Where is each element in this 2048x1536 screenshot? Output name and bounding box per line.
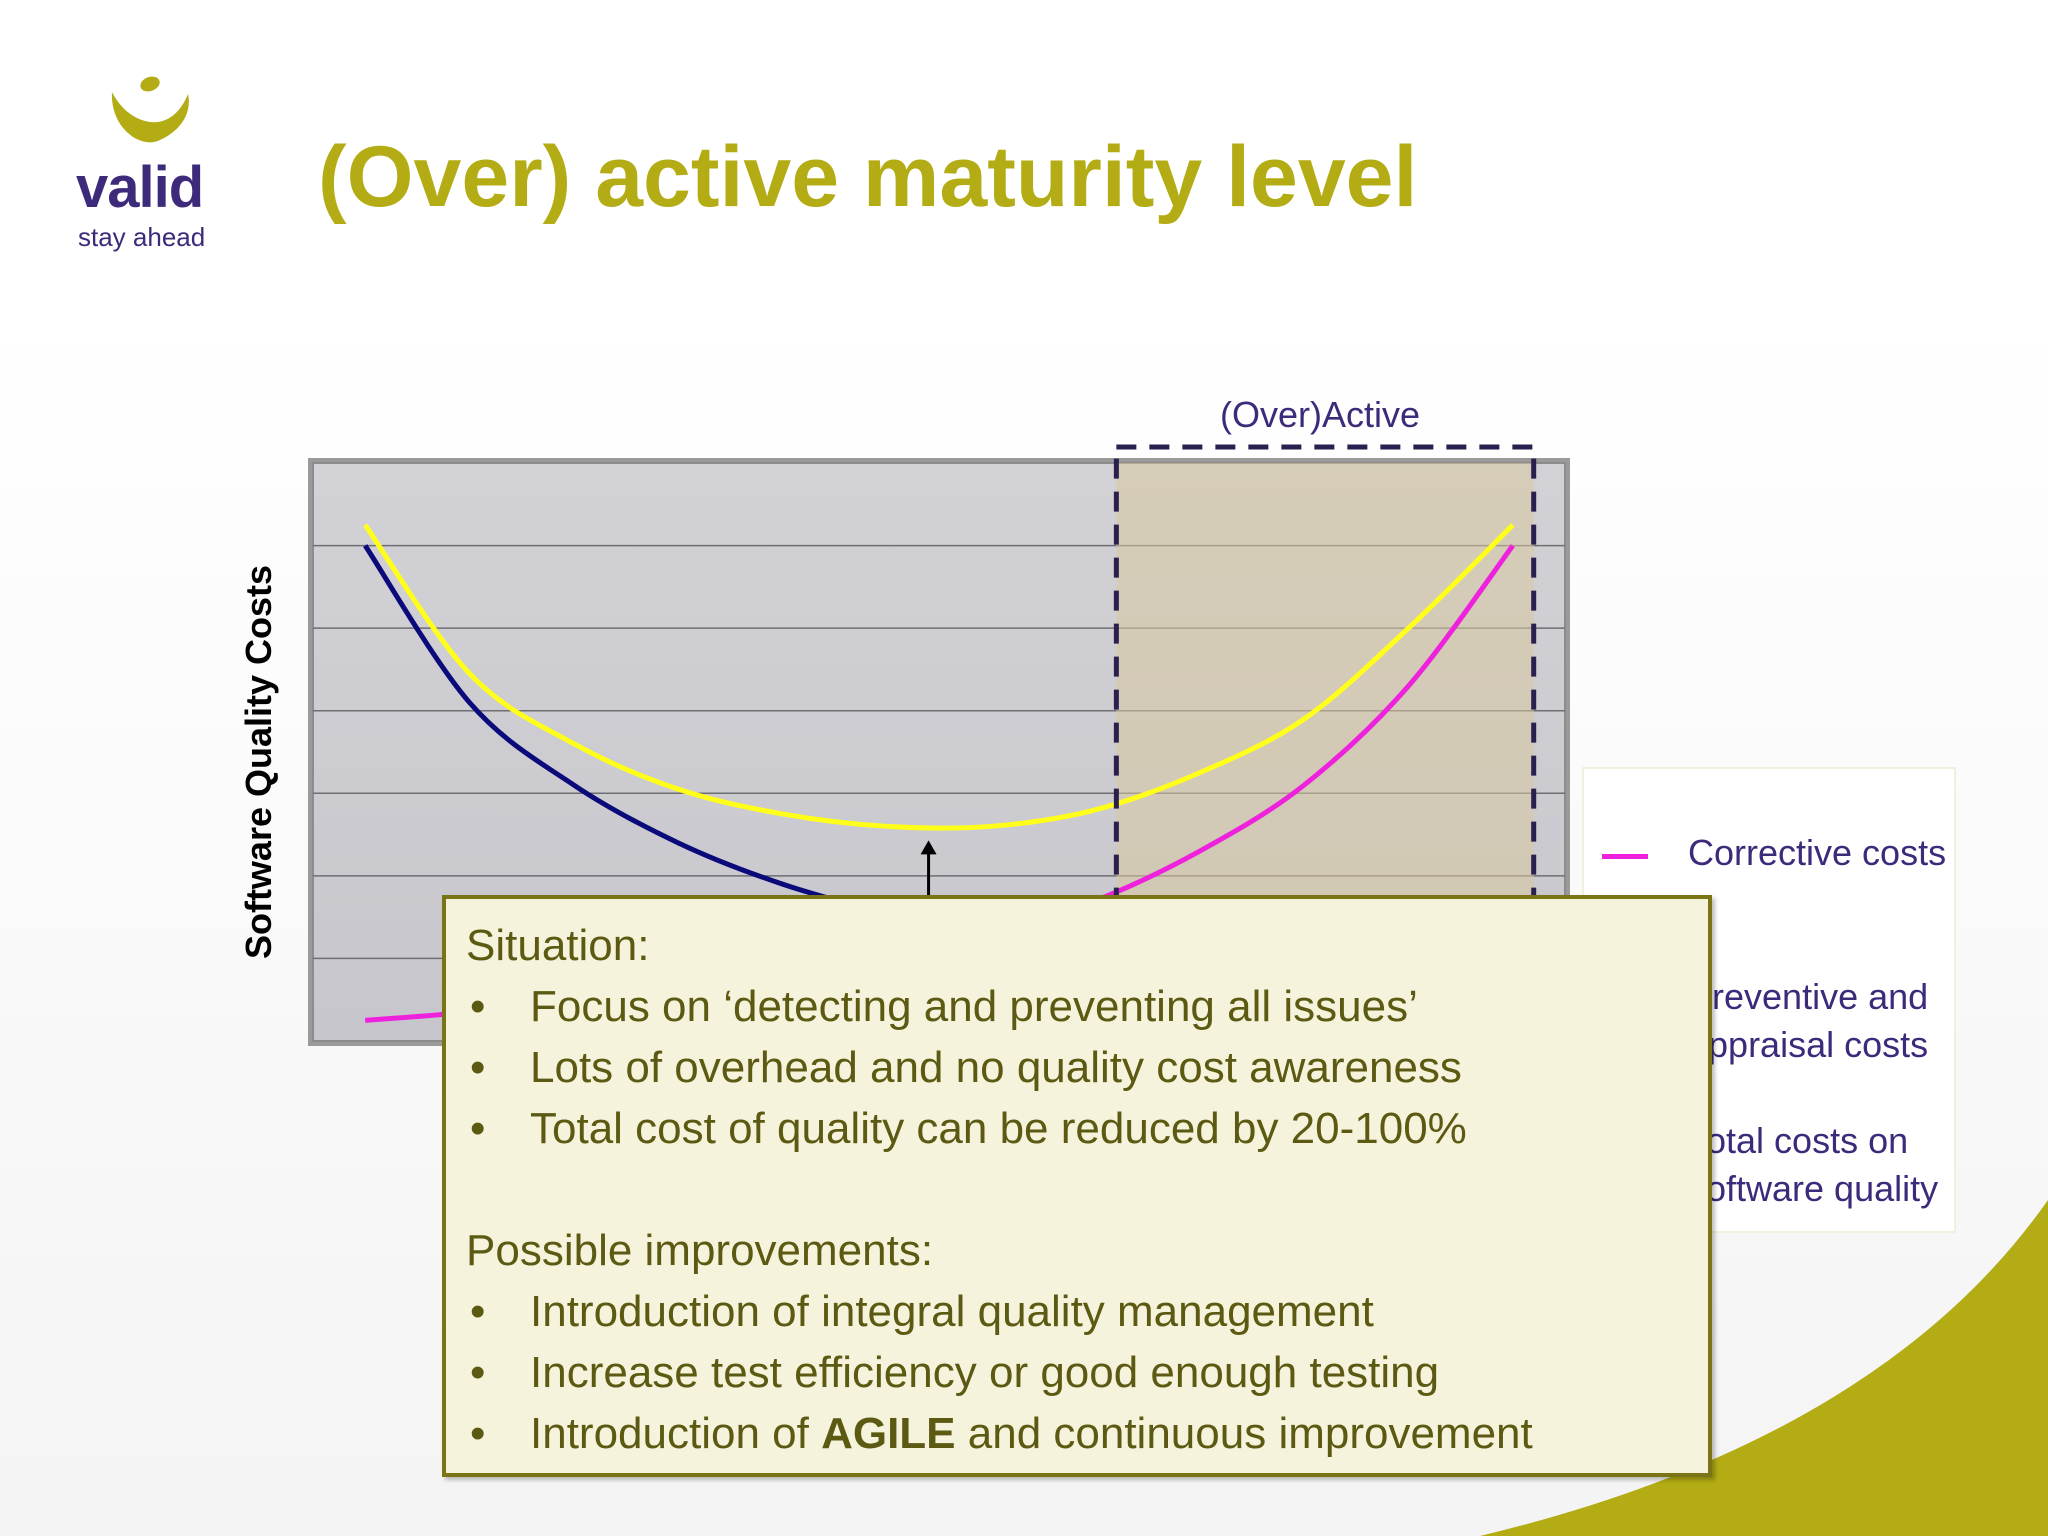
spacer	[466, 1159, 1688, 1220]
improvement-item-text: Introduction of integral quality managem…	[530, 1287, 1374, 1336]
smile-logo-icon	[111, 76, 189, 143]
bullet-icon: •	[470, 1348, 486, 1397]
situation-item: • Lots of overhead and no quality cost a…	[466, 1037, 1688, 1098]
situation-item-text: Lots of overhead and no quality cost awa…	[530, 1043, 1462, 1092]
improvement-item: • Introduction of AGILE and continuous i…	[466, 1403, 1688, 1464]
improvement-item: • Introduction of integral quality manag…	[466, 1281, 1688, 1342]
legend-label-corrective: Corrective costs	[1688, 832, 1947, 873]
legend-swatch-corrective	[1602, 854, 1648, 859]
situation-item: • Total cost of quality can be reduced b…	[466, 1098, 1688, 1159]
logo-tagline: stay ahead	[78, 222, 206, 252]
legend-label-preventive: Preventive and appraisal costs	[1688, 976, 1929, 1065]
situation-item: • Focus on ‘detecting and preventing all…	[466, 976, 1688, 1037]
legend-label-total: Total costs on software quality	[1688, 1120, 1939, 1209]
situation-item-text: Focus on ‘detecting and preventing all i…	[530, 982, 1418, 1031]
improvement-item: • Increase test efficiency or good enoug…	[466, 1342, 1688, 1403]
bullet-icon: •	[470, 1409, 486, 1458]
arrow-head-icon	[920, 840, 937, 855]
bullet-icon: •	[470, 1043, 486, 1092]
series-line-2	[363, 523, 1515, 831]
bullet-icon: •	[470, 1287, 486, 1336]
bullet-icon: •	[470, 1104, 486, 1153]
page-title: (Over) active maturity level	[318, 129, 1418, 225]
improvement-item-text: Increase test efficiency or good enough …	[530, 1348, 1440, 1397]
situation-title: Situation:	[466, 921, 650, 970]
agile-highlight: AGILE	[821, 1409, 956, 1458]
logo-word: valid	[76, 155, 204, 220]
improvements-title: Possible improvements:	[466, 1226, 934, 1275]
improvement-item-suffix: and continuous improvement	[955, 1409, 1533, 1458]
situation-callout: Situation: • Focus on ‘detecting and pre…	[442, 895, 1712, 1477]
bullet-icon: •	[470, 982, 486, 1031]
situation-item-text: Total cost of quality can be reduced by …	[530, 1104, 1467, 1153]
valid-logo: valid stay ahead	[74, 72, 224, 262]
over-active-label: (Over)Active	[1220, 394, 1421, 435]
improvement-item-prefix: Introduction of	[530, 1409, 822, 1458]
